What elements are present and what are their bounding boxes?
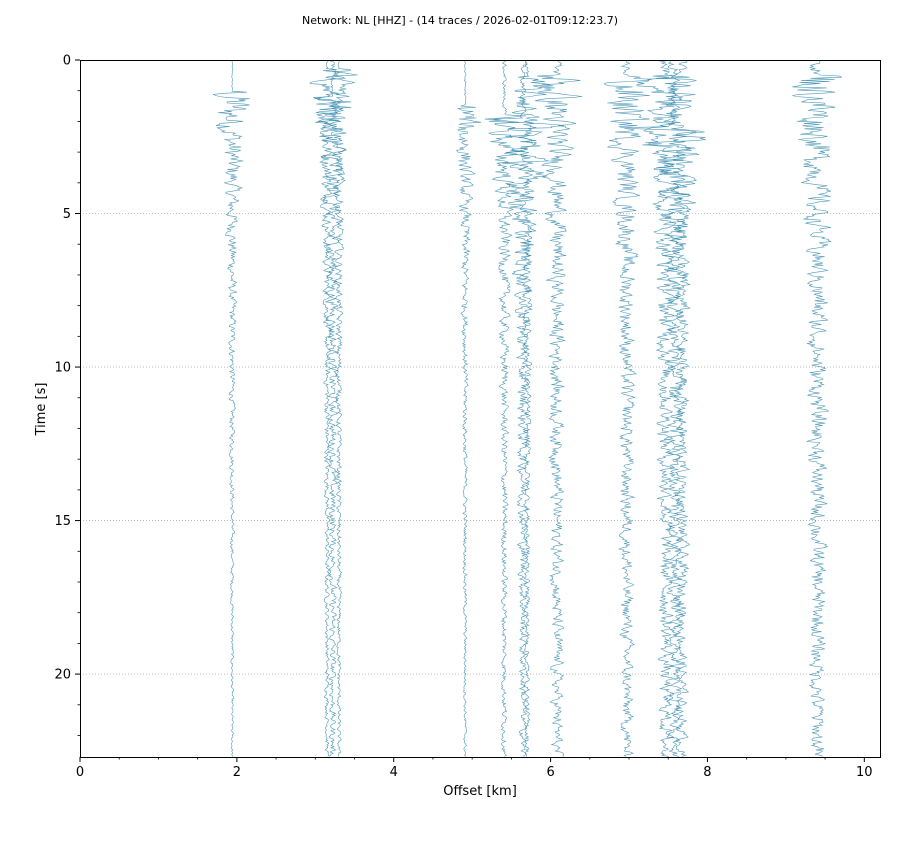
seismic-trace <box>792 59 842 757</box>
y-tick-label: 5 <box>63 207 71 222</box>
grid-lines <box>80 213 880 675</box>
seismic-trace <box>603 59 652 757</box>
x-tick-label: 2 <box>233 765 241 780</box>
seismic-trace <box>652 59 698 757</box>
y-tick-label: 10 <box>54 361 71 376</box>
y-tick-label: 15 <box>54 514 71 529</box>
y-tick-label: 20 <box>54 668 71 683</box>
x-tick-label: 10 <box>856 765 873 780</box>
x-axis: 0 2 4 6 8 10 <box>76 757 873 780</box>
seismic-trace <box>212 59 250 757</box>
seismic-trace <box>488 59 565 757</box>
plot-frame <box>80 60 881 758</box>
x-axis-label: Offset [km] <box>443 784 517 799</box>
x-tick-label: 6 <box>546 765 554 780</box>
seismic-trace <box>511 59 550 757</box>
seismic-trace <box>535 59 583 757</box>
seismic-trace <box>484 59 527 757</box>
x-tick-label: 0 <box>76 765 84 780</box>
seismic-trace <box>455 59 482 757</box>
x-tick-label: 4 <box>390 765 398 780</box>
y-axis-label: Time [s] <box>34 383 49 437</box>
seismic-trace <box>309 59 346 757</box>
seismic-trace <box>325 59 358 757</box>
seismic-trace <box>313 59 352 757</box>
chart-title: Network: NL [HHZ] - (14 traces / 2026-02… <box>302 14 618 27</box>
y-axis: 0 5 10 15 20 <box>54 54 80 736</box>
x-tick-label: 8 <box>703 765 711 780</box>
trace-group <box>212 59 842 757</box>
y-tick-label: 0 <box>63 54 71 69</box>
seismic-trace <box>636 59 690 757</box>
